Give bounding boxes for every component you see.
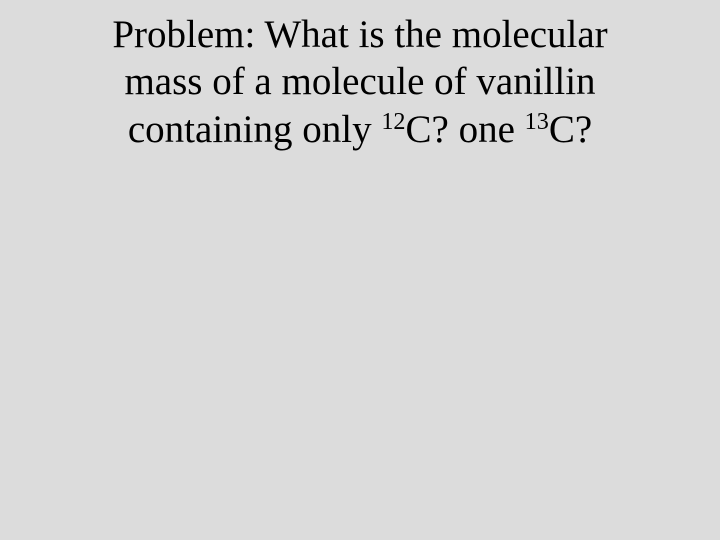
superscript-12: 12 bbox=[381, 108, 405, 135]
line-2: mass of a molecule of vanillin bbox=[124, 60, 595, 103]
line-3-part-3: C? bbox=[549, 108, 592, 151]
line-1: Problem: What is the molecular bbox=[112, 13, 607, 56]
line-3-part-1: containing only bbox=[128, 108, 381, 151]
slide: Problem: What is the molecular mass of a… bbox=[0, 0, 720, 540]
problem-text: Problem: What is the molecular mass of a… bbox=[60, 12, 660, 153]
line-3-part-2: C? one bbox=[406, 108, 525, 151]
superscript-13: 13 bbox=[525, 108, 549, 135]
